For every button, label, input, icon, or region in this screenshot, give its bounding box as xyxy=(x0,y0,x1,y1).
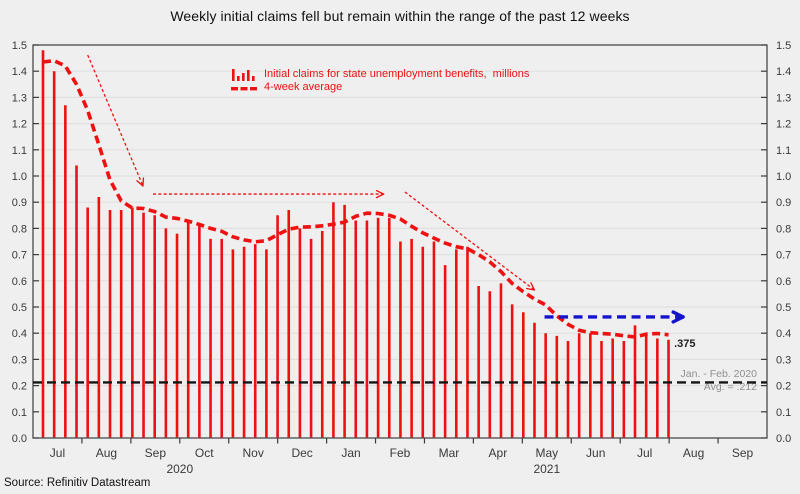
bar-series-icon xyxy=(232,68,255,81)
y-axis-label-right: 0.7 xyxy=(776,250,791,262)
y-axis-label-right: 1.5 xyxy=(776,40,791,52)
x-year-label: 2021 xyxy=(533,462,560,476)
y-axis-label-right: 1.1 xyxy=(776,145,791,157)
legend-row-average: 4-week average xyxy=(231,81,529,94)
y-axis-label-right: 1.0 xyxy=(776,171,791,183)
x-month-label: Jun xyxy=(586,446,605,460)
y-axis-label-left: 1.3 xyxy=(12,92,27,104)
y-axis-label-right: 0.0 xyxy=(776,433,791,445)
x-month-label: Oct xyxy=(195,446,214,460)
chart-legend: Initial claims for state unemployment be… xyxy=(231,68,529,94)
x-month-label: Sep xyxy=(145,446,167,460)
x-month-label: Jan xyxy=(341,446,360,460)
y-axis-label-right: 0.4 xyxy=(776,328,791,340)
y-axis-label-right: 1.2 xyxy=(776,119,791,131)
y-axis-label-right: 1.4 xyxy=(776,66,791,78)
y-axis-label-right: 1.3 xyxy=(776,92,791,104)
red-arrowhead xyxy=(530,282,536,291)
y-axis-label-right: 0.5 xyxy=(776,302,791,314)
y-axis-label-left: 0.8 xyxy=(12,223,27,235)
legend-line-label: 4-week average xyxy=(264,81,343,93)
y-axis-label-left: 1.2 xyxy=(12,119,27,131)
x-month-label: Jul xyxy=(50,446,65,460)
dashed-line-icon xyxy=(231,86,257,90)
y-axis-label-right: 0.6 xyxy=(776,276,791,288)
x-month-label: May xyxy=(535,446,558,460)
reference-label-line2: Avg. = .212 xyxy=(704,381,757,393)
source-text: Source: Refinitiv Datastream xyxy=(4,477,151,489)
x-month-label: Aug xyxy=(683,446,704,460)
red-arrowhead xyxy=(375,193,385,199)
y-axis-label-left: 0.1 xyxy=(12,407,27,419)
red-trend-arrow xyxy=(87,54,144,187)
y-axis-label-left: 0.3 xyxy=(12,354,27,366)
y-axis-label-right: 0.2 xyxy=(776,381,791,393)
red-arrowhead xyxy=(525,287,536,291)
x-month-label: Aug xyxy=(96,446,117,460)
y-axis-label-right: 0.8 xyxy=(776,223,791,235)
y-axis-label-left: 0.5 xyxy=(12,302,27,314)
y-axis-label-left: 0.9 xyxy=(12,197,27,209)
y-axis-label-left: 1.5 xyxy=(12,40,27,52)
y-axis-label-left: 1.0 xyxy=(12,171,27,183)
x-month-label: Jul xyxy=(637,446,652,460)
legend-bars-label: Initial claims for state unemployment be… xyxy=(264,68,530,80)
red-arrowhead xyxy=(136,180,144,187)
red-arrowhead xyxy=(375,189,385,195)
x-year-label: 2020 xyxy=(166,462,193,476)
x-month-label: Feb xyxy=(390,446,411,460)
y-axis-label-left: 0.0 xyxy=(12,433,27,445)
reference-label-line1: Jan. - Feb. 2020 xyxy=(681,368,758,380)
y-axis-label-left: 1.1 xyxy=(12,145,27,157)
x-month-label: Dec xyxy=(291,446,312,460)
y-axis-label-left: 0.6 xyxy=(12,276,27,288)
y-axis-label-right: 0.1 xyxy=(776,407,791,419)
y-axis-label-right: 0.3 xyxy=(776,354,791,366)
y-axis-label-left: 0.4 xyxy=(12,328,27,340)
chart-title: Weekly initial claims fell but remain wi… xyxy=(170,8,630,24)
y-axis-label-left: 0.7 xyxy=(12,250,27,262)
y-axis-label-left: 1.4 xyxy=(12,66,27,78)
last-value-label: .375 xyxy=(674,338,695,350)
blue-arrowhead xyxy=(671,310,685,319)
y-axis-label-left: 0.2 xyxy=(12,381,27,393)
plot-frame xyxy=(32,44,768,439)
x-month-label: Apr xyxy=(489,446,508,460)
x-month-label: Sep xyxy=(732,446,754,460)
legend-row-bars: Initial claims for state unemployment be… xyxy=(231,68,529,81)
x-month-label: Mar xyxy=(439,446,460,460)
red-trend-arrow xyxy=(404,191,535,291)
x-month-label: Nov xyxy=(243,446,264,460)
y-axis-label-right: 0.9 xyxy=(776,197,791,209)
four-week-average-line xyxy=(42,58,669,339)
